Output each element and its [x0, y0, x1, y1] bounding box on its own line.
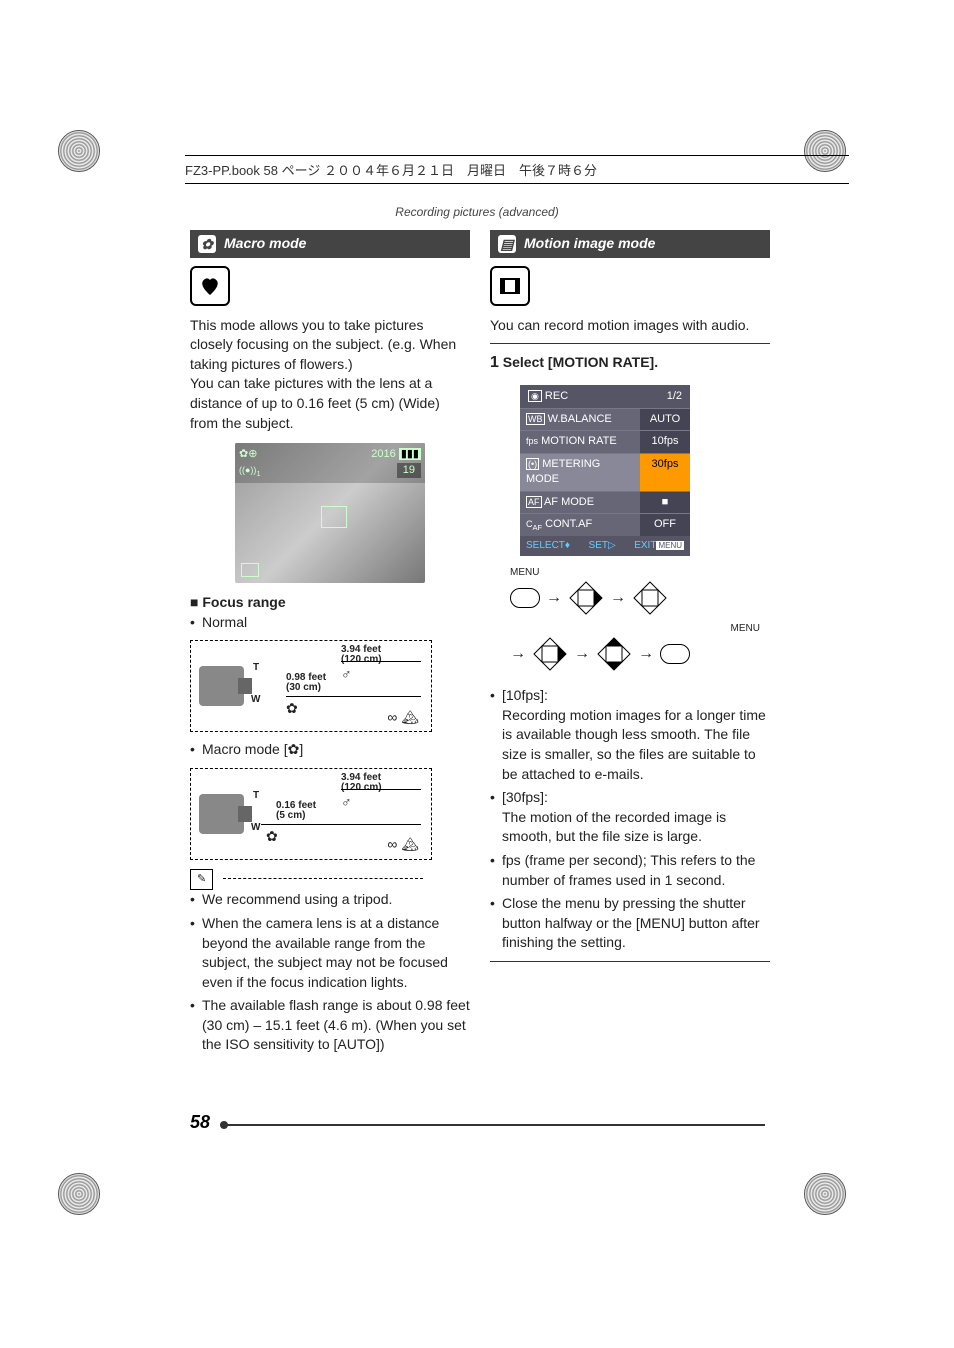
- menu-label: MENU: [731, 622, 760, 636]
- motion-mode-title: Motion image mode: [524, 234, 655, 254]
- menu-button-icon: [510, 588, 540, 608]
- dpad-icon: [532, 636, 568, 672]
- motion-intro: You can record motion images with audio.: [490, 316, 770, 336]
- dist-30: (30 cm): [286, 681, 321, 695]
- focus-bracket-icon: [321, 506, 347, 528]
- menu-row-selected[interactable]: (•) METERING MODE 30fps: [520, 453, 690, 491]
- motion-mode-header: ▤ Motion image mode: [490, 230, 770, 258]
- arrow-right-icon: →: [546, 587, 562, 609]
- flower-icon: ✿: [198, 235, 216, 253]
- dpad-icon: [632, 580, 668, 616]
- page: FZ3-PP.book 58 ページ ２００４年６月２１日 月曜日 午後７時６分…: [0, 0, 954, 1348]
- film-icon: ▤: [498, 235, 516, 253]
- menu-footer: SELECT♦ SET▷ EXITMENU: [520, 536, 690, 556]
- arrow-right-icon: →: [510, 643, 526, 665]
- menu-button-icon: [660, 644, 690, 664]
- bullet-item: fps (frame per second); This refers to t…: [490, 851, 770, 890]
- step-text: Select [MOTION RATE].: [503, 354, 658, 370]
- menu-row[interactable]: AF AF MODE ■: [520, 491, 690, 513]
- macro-mode-header: ✿ Macro mode: [190, 230, 470, 258]
- macro-intro-2: You can take pictures with the lens at a…: [190, 374, 470, 433]
- menu-title-row: ◉ REC 1/2: [520, 385, 690, 408]
- book-header-text: FZ3-PP.book 58 ページ ２００４年６月２１日 月曜日 午後７時６分: [185, 163, 597, 178]
- registration-mark-icon: [58, 130, 98, 170]
- camera-icon: [199, 794, 244, 834]
- page-rule: [225, 1124, 765, 1126]
- overlay-left-icons: ✿⊕((●))1: [239, 447, 261, 479]
- tele-label: T: [253, 661, 259, 675]
- nav-sequence-2: → → →: [510, 636, 770, 672]
- infinity-icon: ∞ 🏔: [387, 708, 419, 728]
- arrow-right-icon: →: [638, 643, 654, 665]
- infinity-icon: ∞ 🏔: [387, 835, 419, 855]
- focus-range-macro-diagram: T W 3.94 feet (120 cm) 0.16 feet (5 cm) …: [190, 768, 432, 860]
- heart-mode-icon: [190, 266, 230, 306]
- bullet-item: Close the menu by pressing the shutter b…: [490, 894, 770, 953]
- macro-mode-label: Macro mode [✿]: [190, 740, 470, 760]
- step-1: 1 Select [MOTION RATE].: [490, 352, 770, 374]
- menu-label: MENU: [510, 566, 539, 580]
- mode-indicator-icon: [241, 563, 259, 577]
- sample-photo: ✿⊕((●))1 2016 ▮▮▮19: [235, 443, 425, 583]
- motion-bullets: [10fps]: Recording motion images for a l…: [490, 686, 770, 953]
- menu-row[interactable]: CAF CONT.AF OFF: [520, 513, 690, 536]
- dist-5: (5 cm): [276, 809, 305, 823]
- wide-label: W: [251, 693, 260, 707]
- camera-icon: ◉: [528, 390, 542, 402]
- macro-intro-1: This mode allows you to take pictures cl…: [190, 316, 470, 375]
- tele-label: T: [253, 789, 259, 803]
- note-item: When the camera lens is at a distance be…: [190, 914, 470, 992]
- right-column: ▤ Motion image mode You can record motio…: [490, 230, 770, 1059]
- photo-overlay: ✿⊕((●))1 2016 ▮▮▮19: [235, 443, 425, 483]
- left-column: ✿ Macro mode This mode allows you to tak…: [190, 230, 470, 1059]
- registration-mark-icon: [58, 1173, 98, 1213]
- section-title: Recording pictures (advanced): [0, 205, 954, 219]
- content-columns: ✿ Macro mode This mode allows you to tak…: [190, 230, 770, 1059]
- dpad-icon: [596, 636, 632, 672]
- nav-sequence-1b: → →: [510, 580, 770, 616]
- note-icon: ✎: [190, 869, 213, 890]
- rec-menu: ◉ REC 1/2 WB W.BALANCE AUTO fps MOTION R…: [520, 385, 690, 557]
- note-item: The available flash range is about 0.98 …: [190, 996, 470, 1055]
- menu-row[interactable]: WB W.BALANCE AUTO: [520, 408, 690, 430]
- wide-label: W: [251, 821, 260, 835]
- book-header-line: FZ3-PP.book 58 ページ ２００４年６月２１日 月曜日 午後７時６分: [185, 155, 849, 184]
- macro-mode-title: Macro mode: [224, 234, 306, 254]
- focus-range-normal-diagram: T W 3.94 feet (120 cm) 0.98 feet (30 cm)…: [190, 640, 432, 732]
- nav-sequence-2-label: MENU: [510, 622, 760, 636]
- registration-mark-icon: [804, 1173, 844, 1213]
- menu-row[interactable]: fps MOTION RATE 10fps: [520, 430, 690, 452]
- normal-label: Normal: [190, 613, 470, 633]
- bullet-item: [30fps]: The motion of the recorded imag…: [490, 788, 770, 847]
- bullet-item: [10fps]: Recording motion images for a l…: [490, 686, 770, 784]
- focus-range-heading: Focus range: [190, 593, 470, 613]
- arrow-right-icon: →: [610, 587, 626, 609]
- film-mode-icon: [490, 266, 530, 306]
- overlay-right: 2016 ▮▮▮19: [371, 447, 421, 479]
- nav-sequence-1: MENU: [510, 566, 770, 580]
- step-number: 1: [490, 354, 499, 371]
- dpad-icon: [568, 580, 604, 616]
- note-item: We recommend using a tripod.: [190, 890, 470, 910]
- camera-icon: [199, 666, 244, 706]
- arrow-right-icon: →: [574, 643, 590, 665]
- page-number: 58: [190, 1112, 210, 1133]
- macro-notes-list: We recommend using a tripod. When the ca…: [190, 890, 470, 1055]
